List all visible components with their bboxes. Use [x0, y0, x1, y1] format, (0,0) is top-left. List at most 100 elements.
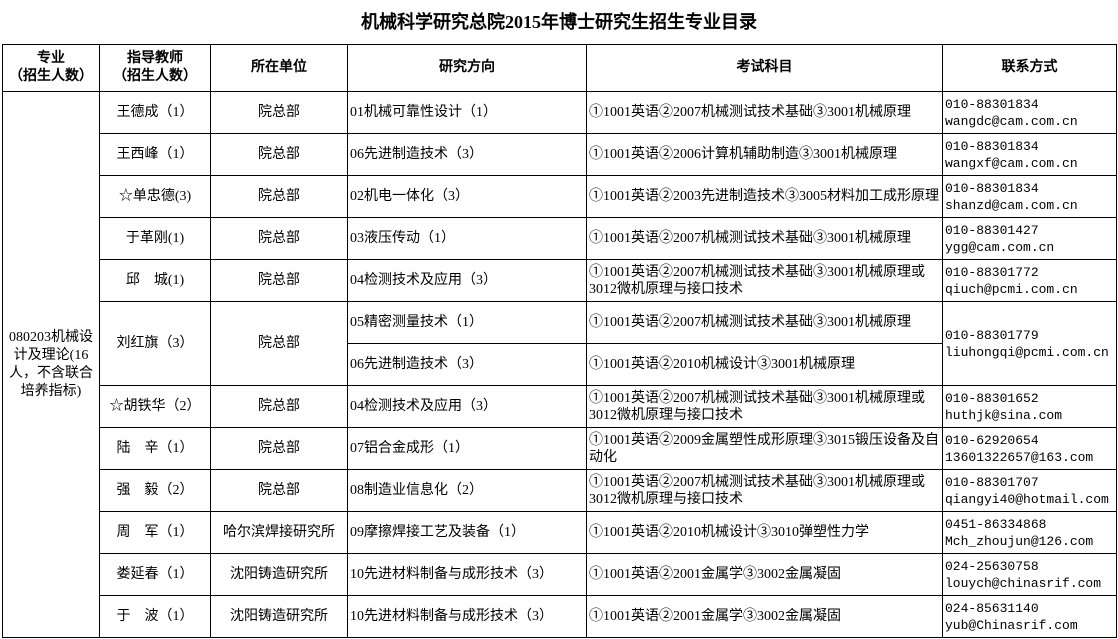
teacher-cell: ☆胡铁华（2）	[99, 385, 211, 428]
contact-cell: 010-88301772 qiuch@pcmi.com.cn	[942, 259, 1117, 302]
contact-cell: 010-88301652 huthjk@sina.com	[942, 385, 1117, 428]
contact-email[interactable]: shanzd@cam.com.cn	[945, 197, 1078, 213]
direction-cell: 04检测技术及应用（3）	[347, 385, 587, 428]
contact-email[interactable]: Mch_zhoujun@126.com	[945, 533, 1094, 549]
header-unit: 所在单位	[210, 44, 348, 92]
contact-phone: 024-25630758	[945, 558, 1039, 574]
contact-phone: 010-88301834	[945, 96, 1039, 112]
exam-cell: ①1001英语②2007机械测试技术基础③3001机械原理	[586, 91, 943, 134]
catalog-table: 专业 （招生人数） 指导教师 （招生人数） 所在单位 研究方向 考试科目 联系方…	[2, 44, 1117, 638]
contact-phone: 010-88301834	[945, 138, 1039, 154]
exam-cell: ①1001英语②2001金属学③3002金属凝固	[586, 595, 943, 638]
contact-email[interactable]: ygg@cam.com.cn	[945, 239, 1055, 255]
contact-phone: 010-88301427	[945, 222, 1039, 238]
contact-email[interactable]: wangxf@cam.com.cn	[945, 155, 1078, 171]
teacher-cell: ☆单忠德(3)	[99, 175, 211, 218]
header-contact: 联系方式	[942, 44, 1117, 92]
major-cell: 080203机械设计及理论(16人，不含联合培养指标)	[2, 91, 100, 638]
unit-cell: 哈尔滨焊接研究所	[210, 511, 348, 554]
teacher-cell: 娄延春（1）	[99, 553, 211, 596]
contact-cell: 024-25630758 louych@chinasrif.com	[942, 553, 1117, 596]
unit-cell: 院总部	[210, 91, 348, 134]
contact-phone: 024-85631140	[945, 600, 1039, 616]
teacher-cell: 王西峰（1）	[99, 133, 211, 176]
direction-cell: 05精密测量技术（1）	[347, 301, 587, 344]
contact-email[interactable]: qiuch@pcmi.com.cn	[945, 281, 1078, 297]
teacher-cell: 王德成（1）	[99, 91, 211, 134]
contact-cell: 010-88301834 shanzd@cam.com.cn	[942, 175, 1117, 218]
teacher-cell: 周 军（1）	[99, 511, 211, 554]
table-row: 强 毅（2） 院总部 08制造业信息化（2） ①1001英语②2007机械测试技术基础…	[3, 469, 1117, 512]
exam-cell: ①1001英语②2007机械测试技术基础③3001机械原理或3012微机原理与接…	[586, 385, 943, 428]
table-row: 王西峰（1） 院总部 06先进制造技术（3） ①1001英语②2006计算机辅助制造③…	[3, 133, 1117, 176]
contact-phone: 010-62920654	[945, 432, 1039, 448]
teacher-cell: 刘红旗（3）	[99, 301, 211, 386]
unit-cell: 院总部	[210, 469, 348, 512]
teacher-cell: 于革刚(1)	[99, 217, 211, 260]
direction-cell: 03液压传动（1）	[347, 217, 587, 260]
header-row: 专业 （招生人数） 指导教师 （招生人数） 所在单位 研究方向 考试科目 联系方…	[2, 44, 1117, 92]
contact-cell: 010-62920654 13601322657@163.com	[942, 427, 1117, 470]
direction-cell: 10先进材料制备与成形技术（3）	[347, 595, 587, 638]
contact-cell: 010-88301834 wangxf@cam.com.cn	[942, 133, 1117, 176]
exam-cell: ①1001英语②2007机械测试技术基础③3001机械原理	[586, 301, 943, 344]
contact-cell: 010-88301779 liuhongqi@pcmi.com.cn	[942, 301, 1117, 386]
teacher-cell: 强 毅（2）	[99, 469, 211, 512]
unit-cell: 院总部	[210, 385, 348, 428]
unit-cell: 院总部	[210, 175, 348, 218]
exam-cell: ①1001英语②2001金属学③3002金属凝固	[586, 553, 943, 596]
contact-cell: 024-85631140 yub@Chinasrif.com	[942, 595, 1117, 638]
table-row: 06先进制造技术（3） ①1001英语②2010机械设计③3001机械原理	[3, 343, 1117, 386]
exam-cell: ①1001英语②2010机械设计③3001机械原理	[586, 343, 943, 386]
contact-email[interactable]: qiangyi40@hotmail.com	[945, 491, 1109, 507]
table-row: 080203机械设计及理论(16人，不含联合培养指标) 王德成（1） 院总部 01机械…	[2, 91, 1117, 638]
table-row: 娄延春（1） 沈阳铸造研究所 10先进材料制备与成形技术（3） ①1001英语②200…	[3, 553, 1117, 596]
direction-cell: 09摩擦焊接工艺及装备（1）	[347, 511, 587, 554]
exam-cell: ①1001英语②2007机械测试技术基础③3001机械原理	[586, 217, 943, 260]
teacher-cell: 陆 辛（1）	[99, 427, 211, 470]
header-label: 专业 （招生人数）	[9, 51, 93, 84]
header-exam: 考试科目	[586, 44, 943, 92]
table-row: 刘红旗（3） 院总部 05精密测量技术（1） ①1001英语②2007机械测试技术基础…	[3, 301, 1117, 386]
contact-cell: 010-88301834 wangdc@cam.com.cn	[942, 91, 1117, 134]
contact-phone: 010-88301772	[945, 264, 1039, 280]
unit-cell: 沈阳铸造研究所	[210, 553, 348, 596]
unit-cell: 院总部	[210, 259, 348, 302]
direction-cell: 10先进材料制备与成形技术（3）	[347, 553, 587, 596]
exam-cell: ①1001英语②2009金属塑性成形原理③3015锻压设备及自动化	[586, 427, 943, 470]
teacher-cell: 于 波（1）	[99, 595, 211, 638]
table-row: ☆单忠德(3) 院总部 02机电一体化（3） ①1001英语②2003先进制造技术③3…	[3, 175, 1117, 218]
header-teacher: 指导教师 （招生人数）	[99, 44, 211, 92]
direction-cell: 04检测技术及应用（3）	[347, 259, 587, 302]
contact-email[interactable]: louych@chinasrif.com	[945, 575, 1102, 591]
teacher-cell: 邱 城(1)	[99, 259, 211, 302]
unit-cell: 院总部	[210, 217, 348, 260]
contact-email[interactable]: 13601322657@163.com	[945, 449, 1094, 465]
exam-cell: ①1001英语②2007机械测试技术基础③3001机械原理或3012微机原理与接…	[586, 469, 943, 512]
table-row: 周 军（1） 哈尔滨焊接研究所 09摩擦焊接工艺及装备（1） ①1001英语②2010…	[3, 511, 1117, 554]
unit-cell: 院总部	[210, 301, 348, 386]
header-major: 专业 （招生人数）	[2, 44, 100, 92]
unit-cell: 沈阳铸造研究所	[210, 595, 348, 638]
direction-cell: 02机电一体化（3）	[347, 175, 587, 218]
table-row: 邱 城(1) 院总部 04检测技术及应用（3） ①1001英语②2007机械测试技术基…	[3, 259, 1117, 302]
contact-email[interactable]: huthjk@sina.com	[945, 407, 1063, 423]
direction-cell: 07铝合金成形（1）	[347, 427, 587, 470]
direction-cell: 06先进制造技术（3）	[347, 343, 587, 386]
contact-phone: 010-88301834	[945, 180, 1039, 196]
unit-cell: 院总部	[210, 133, 348, 176]
direction-cell: 01机械可靠性设计（1）	[347, 91, 587, 134]
contact-phone: 010-88301652	[945, 390, 1039, 406]
direction-cell: 08制造业信息化（2）	[347, 469, 587, 512]
exam-cell: ①1001英语②2003先进制造技术③3005材料加工成形原理	[586, 175, 943, 218]
exam-cell: ①1001英语②2006计算机辅助制造③3001机械原理	[586, 133, 943, 176]
exam-cell: ①1001英语②2007机械测试技术基础③3001机械原理或3012微机原理与接…	[586, 259, 943, 302]
contact-email[interactable]: wangdc@cam.com.cn	[945, 113, 1078, 129]
table-row: ☆胡铁华（2） 院总部 04检测技术及应用（3） ①1001英语②2007机械测试技术…	[3, 385, 1117, 428]
direction-cell: 06先进制造技术（3）	[347, 133, 587, 176]
contact-email[interactable]: yub@Chinasrif.com	[945, 617, 1078, 633]
exam-cell: ①1001英语②2010机械设计③3010弹塑性力学	[586, 511, 943, 554]
table-row: 于革刚(1) 院总部 03液压传动（1） ①1001英语②2007机械测试技术基础③3…	[3, 217, 1117, 260]
header-direction: 研究方向	[347, 44, 587, 92]
contact-email[interactable]: liuhongqi@pcmi.com.cn	[945, 344, 1109, 360]
